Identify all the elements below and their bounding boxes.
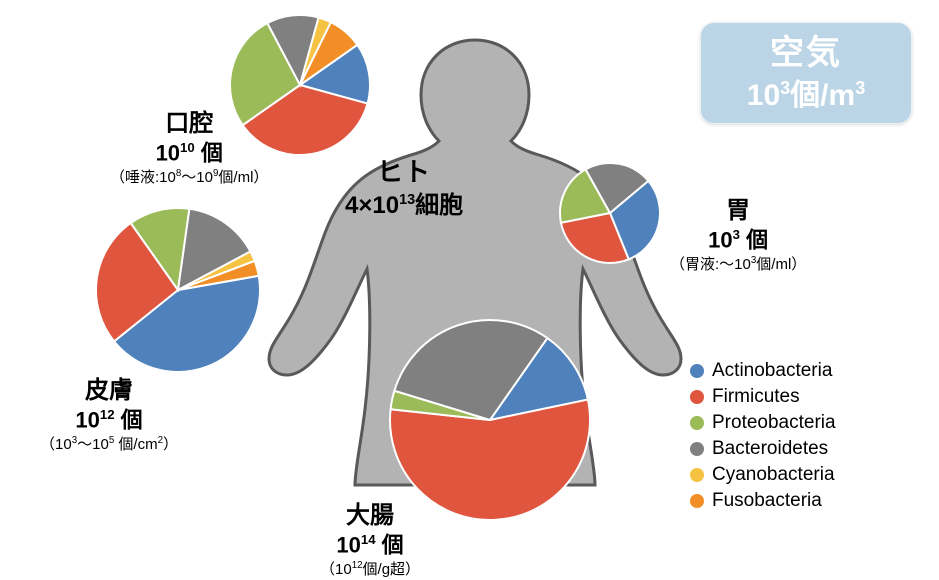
- legend-swatch: [690, 494, 704, 508]
- pie-stomach: [558, 161, 662, 270]
- label-skin: 皮膚 1012 個 （103～105 個/cm2）: [40, 375, 178, 455]
- legend-row-firmicutes: Firmicutes: [690, 386, 836, 408]
- colon-name: 大腸: [320, 500, 420, 531]
- skin-count: 1012 個: [40, 406, 178, 435]
- oral-name: 口腔: [110, 108, 268, 139]
- legend-text: Actinobacteria: [712, 360, 832, 382]
- legend: Actinobacteria Firmicutes Proteobacteria Ba…: [690, 360, 836, 516]
- air-box: 空気 103個/m3: [700, 22, 912, 124]
- legend-text: Firmicutes: [712, 386, 800, 408]
- pie-skin: [94, 206, 262, 379]
- legend-swatch: [690, 416, 704, 430]
- legend-swatch: [690, 442, 704, 456]
- stomach-name: 胃: [670, 195, 806, 226]
- oral-count: 1010 個: [110, 139, 268, 168]
- oral-detail: （唾液:108～109個/ml）: [110, 168, 268, 188]
- legend-row-fusobacteria: Fusobacteria: [690, 490, 836, 512]
- skin-name: 皮膚: [40, 375, 178, 406]
- legend-swatch: [690, 468, 704, 482]
- legend-text: Cyanobacteria: [712, 464, 835, 486]
- legend-text: Fusobacteria: [712, 490, 822, 512]
- legend-row-proteobacteria: Proteobacteria: [690, 412, 836, 434]
- legend-text: Proteobacteria: [712, 412, 836, 434]
- label-oral: 口腔 1010 個 （唾液:108～109個/ml）: [110, 108, 268, 188]
- stomach-detail: （胃液:～103個/ml）: [670, 255, 806, 275]
- stomach-count: 103 個: [670, 226, 806, 255]
- pie-colon: [388, 318, 592, 527]
- human-cells: 4×1013細胞: [345, 190, 463, 222]
- legend-row-actinobacteria: Actinobacteria: [690, 360, 836, 382]
- air-label: 空気: [701, 31, 911, 75]
- legend-swatch: [690, 390, 704, 404]
- human-label: ヒト 4×1013細胞: [345, 155, 463, 222]
- label-colon: 大腸 1014 個 （1012個/g超）: [320, 500, 420, 580]
- legend-swatch: [690, 364, 704, 378]
- label-stomach: 胃 103 個 （胃液:～103個/ml）: [670, 195, 806, 275]
- colon-count: 1014 個: [320, 531, 420, 560]
- air-value: 103個/m3: [701, 76, 911, 115]
- skin-detail: （103～105 個/cm2）: [40, 435, 178, 455]
- legend-row-bacteroidetes: Bacteroidetes: [690, 438, 836, 460]
- legend-text: Bacteroidetes: [712, 438, 828, 460]
- legend-row-cyanobacteria: Cyanobacteria: [690, 464, 836, 486]
